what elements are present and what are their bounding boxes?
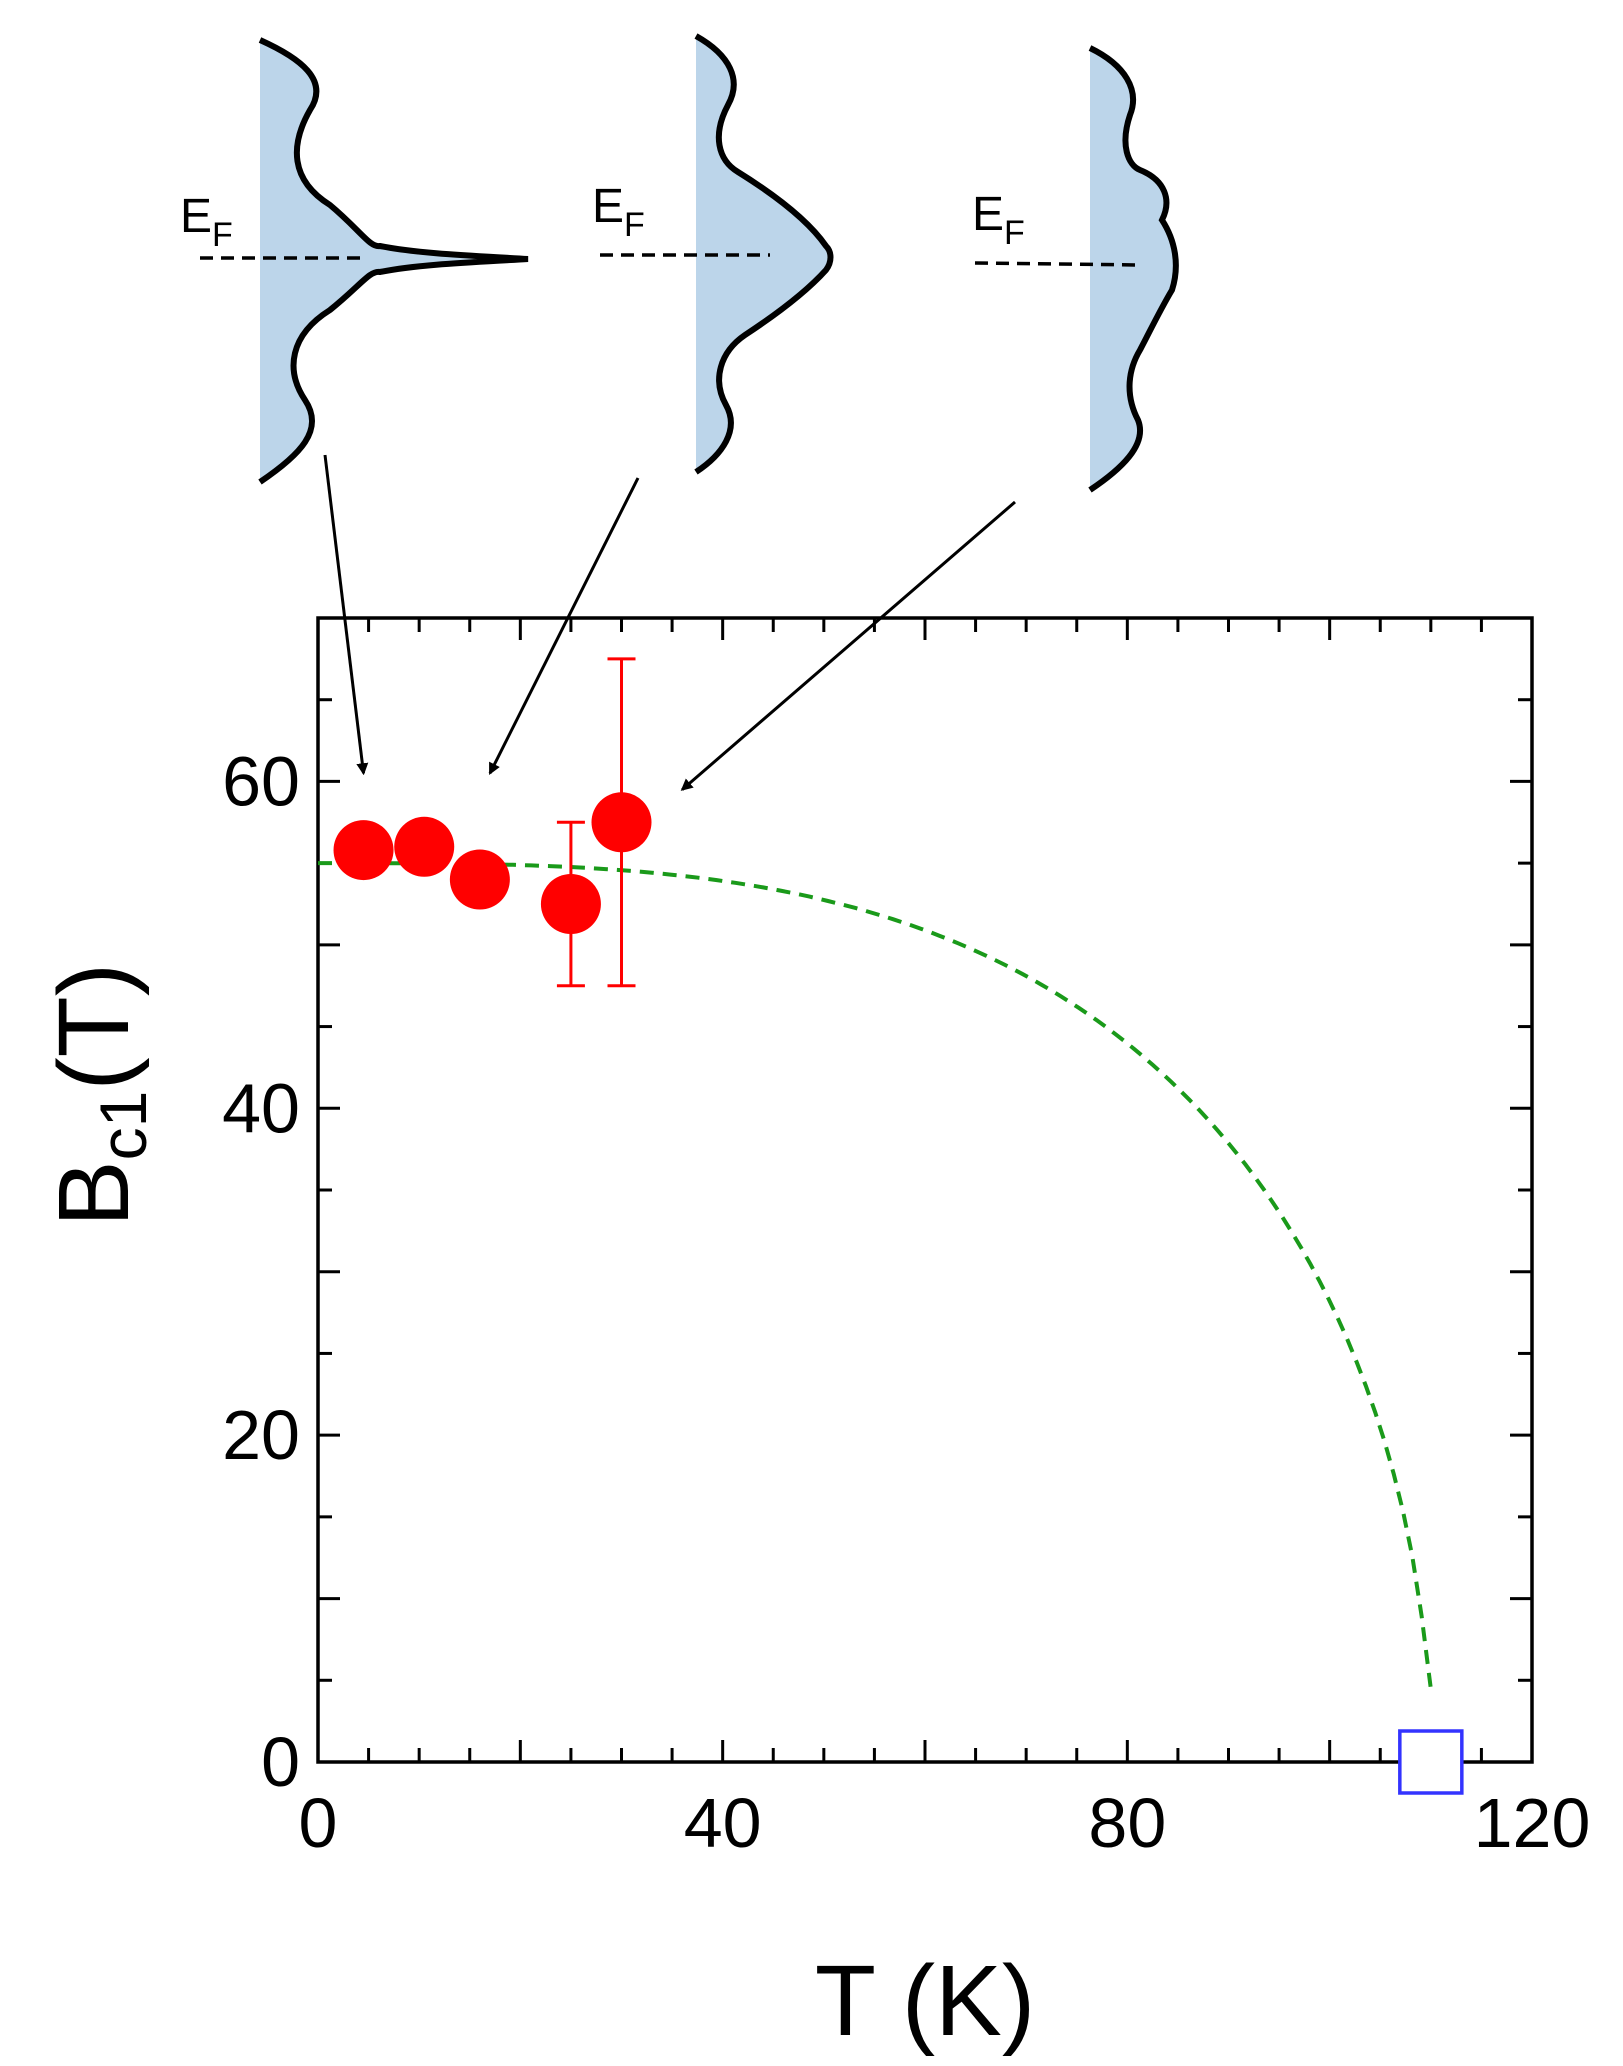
y-tick-label: 40 bbox=[222, 1069, 300, 1147]
data-point-open-square bbox=[1398, 1729, 1464, 1795]
y-tick-label: 20 bbox=[222, 1396, 300, 1474]
plot-area: 0 40 80 120 0 20 40 60 bbox=[222, 616, 1590, 1862]
x-tick-label: 40 bbox=[684, 1784, 762, 1862]
inset-2: EF bbox=[592, 33, 834, 475]
x-tick-label: 80 bbox=[1088, 1784, 1166, 1862]
inset-1-dos-shape bbox=[260, 40, 528, 482]
data-point bbox=[591, 792, 652, 853]
axis-tick-labels: 0 40 80 120 0 20 40 60 bbox=[222, 742, 1590, 1862]
data-point bbox=[540, 874, 601, 934]
data-point bbox=[333, 820, 394, 881]
data-point bbox=[394, 816, 455, 877]
inset-1: EF bbox=[180, 37, 529, 485]
inset-1-arrow bbox=[323, 454, 369, 776]
x-tick-label: 120 bbox=[1474, 1784, 1591, 1862]
inset-3-dos-curve bbox=[1088, 45, 1179, 493]
x-axis-label: T (K) bbox=[815, 1945, 1035, 2057]
axis-ticks bbox=[316, 616, 1534, 1764]
y-tick-label: 60 bbox=[222, 742, 300, 820]
plot-frame bbox=[316, 616, 1534, 1764]
inset-1-ef-label: EF bbox=[180, 190, 233, 254]
inset-3-arrow bbox=[680, 500, 1016, 791]
data-point bbox=[449, 849, 510, 910]
inset-2-ef-label: EF bbox=[592, 180, 645, 244]
inset-1-dos-curve bbox=[258, 37, 529, 485]
y-axis-label: Bc1(T) bbox=[38, 963, 160, 1227]
fit-curve bbox=[318, 861, 1433, 1689]
data-points bbox=[333, 792, 1464, 1795]
inset-3-dos-shape bbox=[1090, 48, 1176, 490]
x-tick-label: 0 bbox=[299, 1784, 338, 1862]
inset-2-arrow bbox=[488, 477, 640, 776]
y-tick-label: 0 bbox=[261, 1723, 300, 1801]
inset-3-fermi-line bbox=[974, 261, 1141, 267]
inset-3-ef-label: EF bbox=[972, 188, 1025, 252]
inset-3: EF bbox=[972, 45, 1179, 493]
inset-2-dos-curve bbox=[694, 33, 834, 475]
inset-2-dos-shape bbox=[696, 36, 831, 472]
